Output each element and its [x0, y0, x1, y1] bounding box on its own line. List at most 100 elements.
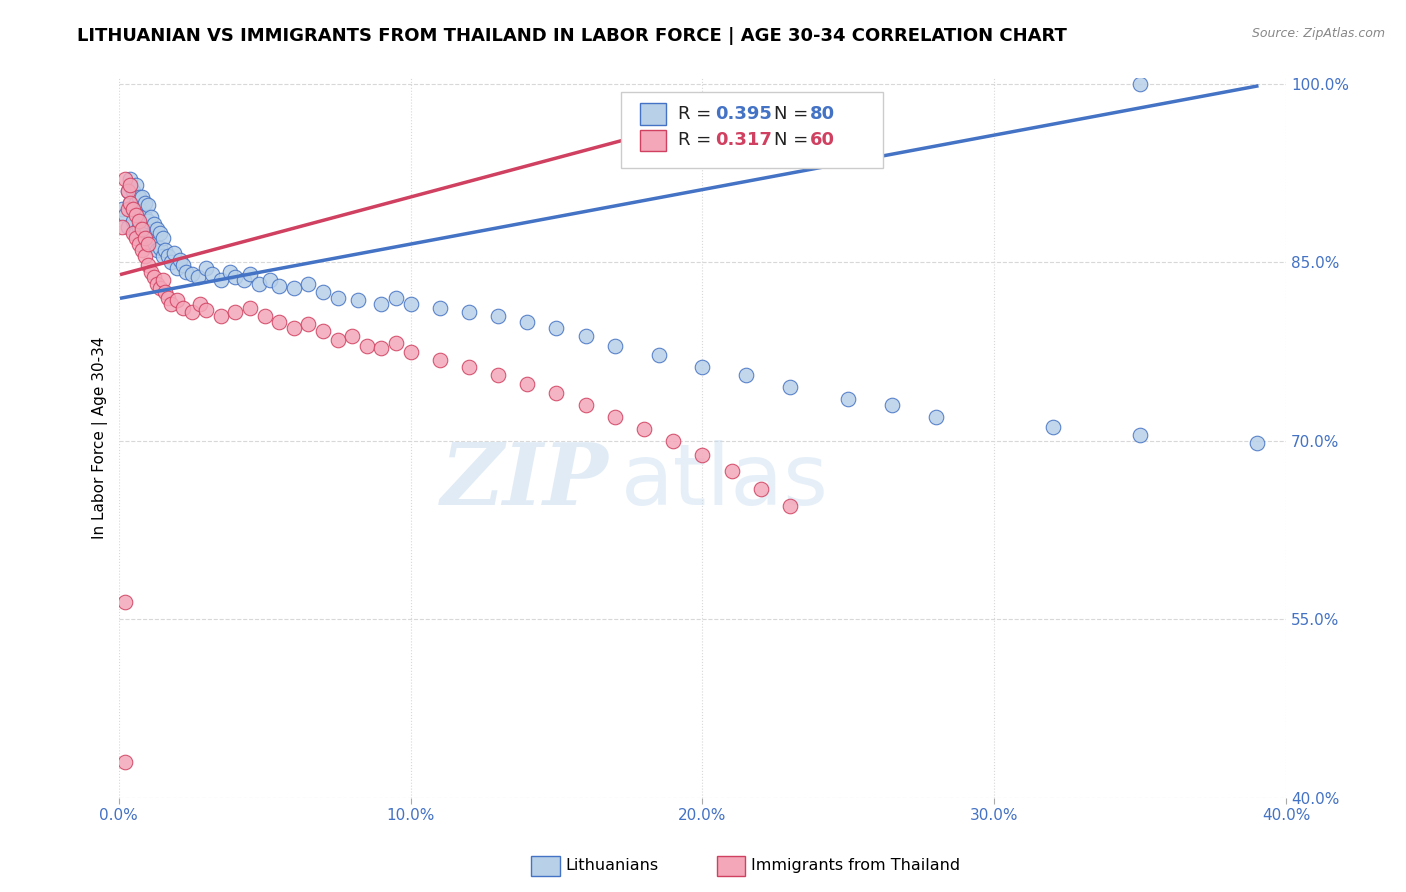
Point [1129, 428, 1152, 442]
Point [180, 267, 202, 281]
Point [149, 241, 172, 255]
Text: 0.317: 0.317 [716, 131, 772, 150]
Point [195, 261, 218, 276]
Point [186, 269, 208, 284]
Point [1246, 436, 1268, 450]
Point [136, 237, 159, 252]
Point [172, 258, 194, 272]
Point [128, 237, 150, 252]
Point [155, 244, 177, 258]
Point [370, 297, 392, 311]
Point [139, 229, 162, 244]
Point [139, 210, 162, 224]
Point [152, 249, 174, 263]
Point [134, 226, 156, 240]
Point [340, 329, 363, 343]
Point [122, 226, 145, 240]
Point [1042, 419, 1064, 434]
Text: LITHUANIAN VS IMMIGRANTS FROM THAILAND IN LABOR FORCE | AGE 30-34 CORRELATION CH: LITHUANIAN VS IMMIGRANTS FROM THAILAND I… [77, 27, 1067, 45]
Point [122, 202, 145, 216]
Point [880, 398, 903, 412]
Point [145, 277, 167, 291]
Point [131, 190, 153, 204]
Point [283, 320, 305, 334]
Point [247, 277, 270, 291]
Point [134, 210, 156, 224]
Point [149, 226, 172, 240]
Point [128, 213, 150, 227]
Point [603, 410, 626, 425]
Point [125, 195, 148, 210]
Point [385, 336, 408, 351]
Point [152, 273, 174, 287]
Point [136, 231, 159, 245]
Point [174, 265, 197, 279]
Point [142, 237, 165, 252]
Point [166, 261, 188, 276]
Point [370, 341, 392, 355]
Point [114, 594, 136, 608]
Point [111, 219, 134, 234]
Point [779, 500, 801, 514]
Point [233, 273, 256, 287]
Point [163, 245, 186, 260]
Text: R =: R = [678, 104, 717, 123]
Point [603, 338, 626, 352]
Point [145, 244, 167, 258]
Text: atlas: atlas [620, 440, 828, 523]
Point [128, 190, 150, 204]
Point [779, 380, 801, 394]
Point [120, 195, 142, 210]
Point [239, 301, 262, 315]
Point [749, 482, 772, 496]
Point [218, 265, 240, 279]
Point [172, 301, 194, 315]
Point [297, 317, 319, 331]
Point [224, 269, 246, 284]
Point [259, 273, 281, 287]
Text: 80: 80 [810, 104, 835, 123]
Point [224, 305, 246, 319]
Point [166, 293, 188, 308]
Point [125, 208, 148, 222]
Point [114, 208, 136, 222]
Point [239, 267, 262, 281]
Point [128, 219, 150, 234]
Point [692, 360, 714, 375]
Point [925, 410, 948, 425]
Point [120, 178, 142, 192]
Point [134, 249, 156, 263]
Point [134, 231, 156, 245]
Point [516, 315, 538, 329]
Point [125, 178, 148, 192]
Point [347, 293, 370, 308]
Point [692, 448, 714, 462]
Point [575, 329, 598, 343]
Point [122, 202, 145, 216]
Point [269, 279, 291, 293]
Point [209, 273, 232, 287]
Point [157, 249, 180, 263]
Point [312, 285, 335, 299]
Text: N =: N = [773, 131, 814, 150]
Point [142, 269, 165, 284]
Point [114, 172, 136, 186]
Point [120, 195, 142, 210]
Point [546, 320, 568, 334]
Point [136, 258, 159, 272]
FancyBboxPatch shape [641, 129, 666, 152]
Point [312, 324, 335, 338]
Point [720, 464, 742, 478]
Point [429, 301, 451, 315]
Point [122, 213, 145, 227]
Point [136, 198, 159, 212]
Point [122, 184, 145, 198]
Point [190, 297, 212, 311]
FancyBboxPatch shape [641, 103, 666, 125]
Point [575, 398, 598, 412]
Point [486, 368, 509, 383]
Point [486, 309, 509, 323]
Point [134, 195, 156, 210]
Point [735, 368, 758, 383]
Point [160, 255, 183, 269]
